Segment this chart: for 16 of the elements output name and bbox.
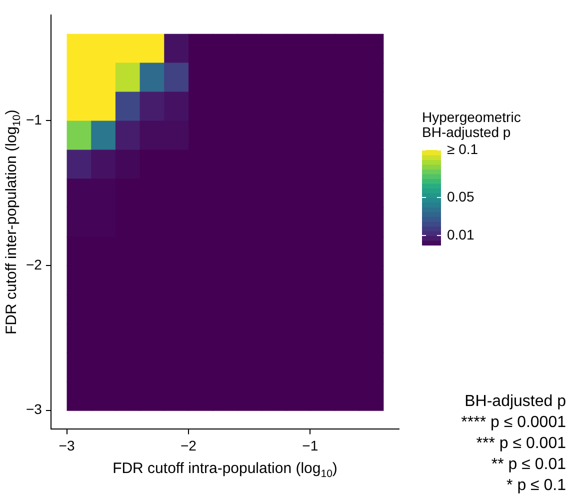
text: * p ≤ 0.1 xyxy=(506,477,566,494)
text: **** p ≤ 0.0001 xyxy=(461,414,566,431)
y-axis-title: FDR cutoff inter-population (log10) xyxy=(3,110,23,335)
x-tick-label: −3 xyxy=(58,437,75,454)
color-bar-label: 0.05 xyxy=(447,188,474,204)
x-tick-label: −1 xyxy=(302,437,318,454)
y-tick-label: −2 xyxy=(26,256,42,272)
color-bar-label: ≥ 0.1 xyxy=(447,140,478,157)
text: *** p ≤ 0.001 xyxy=(476,435,566,452)
color-bar-title: Hypergeometric BH-adjusted p xyxy=(422,109,521,140)
y-tick-label: −3 xyxy=(26,401,42,418)
x-tick-label: −2 xyxy=(180,437,197,454)
text: BH-adjusted p xyxy=(464,393,566,410)
y-tick-label: −1 xyxy=(26,112,42,128)
color-bar-label: 0.01 xyxy=(447,226,474,242)
text: ** p ≤ 0.01 xyxy=(491,456,566,473)
